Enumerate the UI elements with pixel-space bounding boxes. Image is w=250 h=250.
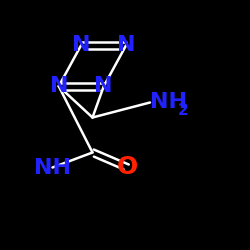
Text: O: O — [117, 156, 138, 180]
Text: N: N — [72, 35, 90, 55]
Text: 2: 2 — [178, 102, 188, 118]
Text: N: N — [94, 76, 113, 96]
Text: NH: NH — [150, 92, 187, 112]
Text: N: N — [117, 35, 136, 55]
Text: N: N — [50, 76, 68, 96]
Text: NH: NH — [34, 158, 71, 178]
